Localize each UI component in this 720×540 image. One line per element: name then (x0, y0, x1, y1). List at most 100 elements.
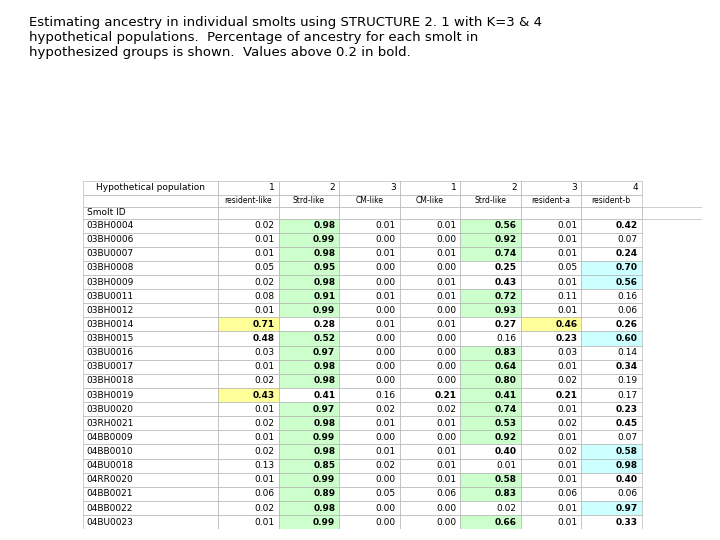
Bar (218, 430, 279, 444)
Text: 0.41: 0.41 (495, 390, 517, 400)
Text: 0.01: 0.01 (436, 292, 456, 301)
Bar (279, 458, 339, 472)
Bar (83, 195, 218, 207)
Bar (400, 374, 460, 388)
Text: 0.02: 0.02 (255, 447, 275, 456)
Text: 0.56: 0.56 (495, 221, 517, 230)
Bar (83, 207, 218, 219)
Text: 0.72: 0.72 (495, 292, 517, 301)
Bar (83, 444, 218, 458)
Text: Hypothetical population: Hypothetical population (96, 184, 205, 192)
Text: 0.01: 0.01 (557, 518, 577, 526)
Text: 04BB0010: 04BB0010 (86, 447, 133, 456)
Bar (218, 195, 279, 207)
Bar (581, 444, 642, 458)
Bar (218, 444, 279, 458)
Text: 0.16: 0.16 (376, 390, 396, 400)
Bar (521, 444, 581, 458)
Bar (460, 318, 521, 332)
Bar (521, 416, 581, 430)
Text: 03BH0004: 03BH0004 (86, 221, 134, 230)
Bar (460, 207, 521, 219)
Bar (460, 261, 521, 275)
Bar (642, 207, 702, 219)
Text: 3: 3 (390, 184, 396, 192)
Bar (521, 374, 581, 388)
Bar (339, 219, 400, 233)
Bar (400, 501, 460, 515)
Bar (581, 346, 642, 360)
Bar (339, 318, 400, 332)
Bar (83, 515, 218, 529)
Text: 0.74: 0.74 (495, 249, 517, 258)
Text: 0.00: 0.00 (376, 348, 396, 357)
Text: Estimating ancestry in individual smolts using STRUCTURE 2. 1 with K=3 & 4
hypot: Estimating ancestry in individual smolts… (29, 16, 541, 59)
Bar (581, 261, 642, 275)
Bar (521, 195, 581, 207)
Bar (279, 501, 339, 515)
Bar (279, 219, 339, 233)
Bar (400, 247, 460, 261)
Text: 0.00: 0.00 (376, 278, 396, 287)
Bar (400, 195, 460, 207)
Bar (521, 515, 581, 529)
Bar (521, 275, 581, 289)
Text: 0.02: 0.02 (255, 376, 275, 386)
Text: 0.83: 0.83 (495, 489, 517, 498)
Text: 0.01: 0.01 (255, 306, 275, 315)
Text: 0.00: 0.00 (436, 306, 456, 315)
Text: 0.53: 0.53 (495, 419, 517, 428)
Bar (279, 289, 339, 303)
Bar (400, 416, 460, 430)
Text: 0.01: 0.01 (255, 235, 275, 244)
Text: 0.91: 0.91 (313, 292, 336, 301)
Bar (339, 444, 400, 458)
Bar (400, 472, 460, 487)
Text: 0.46: 0.46 (555, 320, 577, 329)
Text: 0.43: 0.43 (495, 278, 517, 287)
Text: 0.01: 0.01 (557, 433, 577, 442)
Text: 0.21: 0.21 (434, 390, 456, 400)
Text: 0.52: 0.52 (313, 334, 336, 343)
Text: 0.99: 0.99 (313, 475, 336, 484)
Bar (521, 360, 581, 374)
Bar (460, 458, 521, 472)
Text: 0.01: 0.01 (557, 362, 577, 372)
Text: 0.64: 0.64 (495, 362, 517, 372)
Text: 0.41: 0.41 (313, 390, 336, 400)
Bar (460, 472, 521, 487)
Text: 0.23: 0.23 (616, 404, 638, 414)
Bar (400, 402, 460, 416)
Text: 0.01: 0.01 (376, 221, 396, 230)
Text: CM-like: CM-like (355, 196, 383, 205)
Text: 0.01: 0.01 (557, 503, 577, 512)
Text: 0.08: 0.08 (255, 292, 275, 301)
Text: 0.21: 0.21 (555, 390, 577, 400)
Text: 0.05: 0.05 (557, 264, 577, 273)
Bar (400, 303, 460, 318)
Text: 0.01: 0.01 (255, 404, 275, 414)
Text: 0.85: 0.85 (313, 461, 336, 470)
Text: 0.02: 0.02 (557, 376, 577, 386)
Bar (400, 289, 460, 303)
Text: 0.00: 0.00 (436, 334, 456, 343)
Text: 0.48: 0.48 (253, 334, 275, 343)
Bar (83, 430, 218, 444)
Bar (521, 261, 581, 275)
Bar (279, 416, 339, 430)
Bar (218, 360, 279, 374)
Text: 0.19: 0.19 (618, 376, 638, 386)
Bar (581, 318, 642, 332)
Text: 0.01: 0.01 (557, 306, 577, 315)
Text: 0.00: 0.00 (436, 503, 456, 512)
Text: 0.00: 0.00 (436, 518, 456, 526)
Text: resident-b: resident-b (592, 196, 631, 205)
Text: 0.58: 0.58 (616, 447, 638, 456)
Text: 03BH0012: 03BH0012 (86, 306, 134, 315)
Text: 0.01: 0.01 (557, 278, 577, 287)
Text: 1: 1 (269, 184, 275, 192)
Text: 04BB0022: 04BB0022 (86, 503, 133, 512)
Bar (218, 416, 279, 430)
Text: 0.70: 0.70 (616, 264, 638, 273)
Bar (83, 388, 218, 402)
